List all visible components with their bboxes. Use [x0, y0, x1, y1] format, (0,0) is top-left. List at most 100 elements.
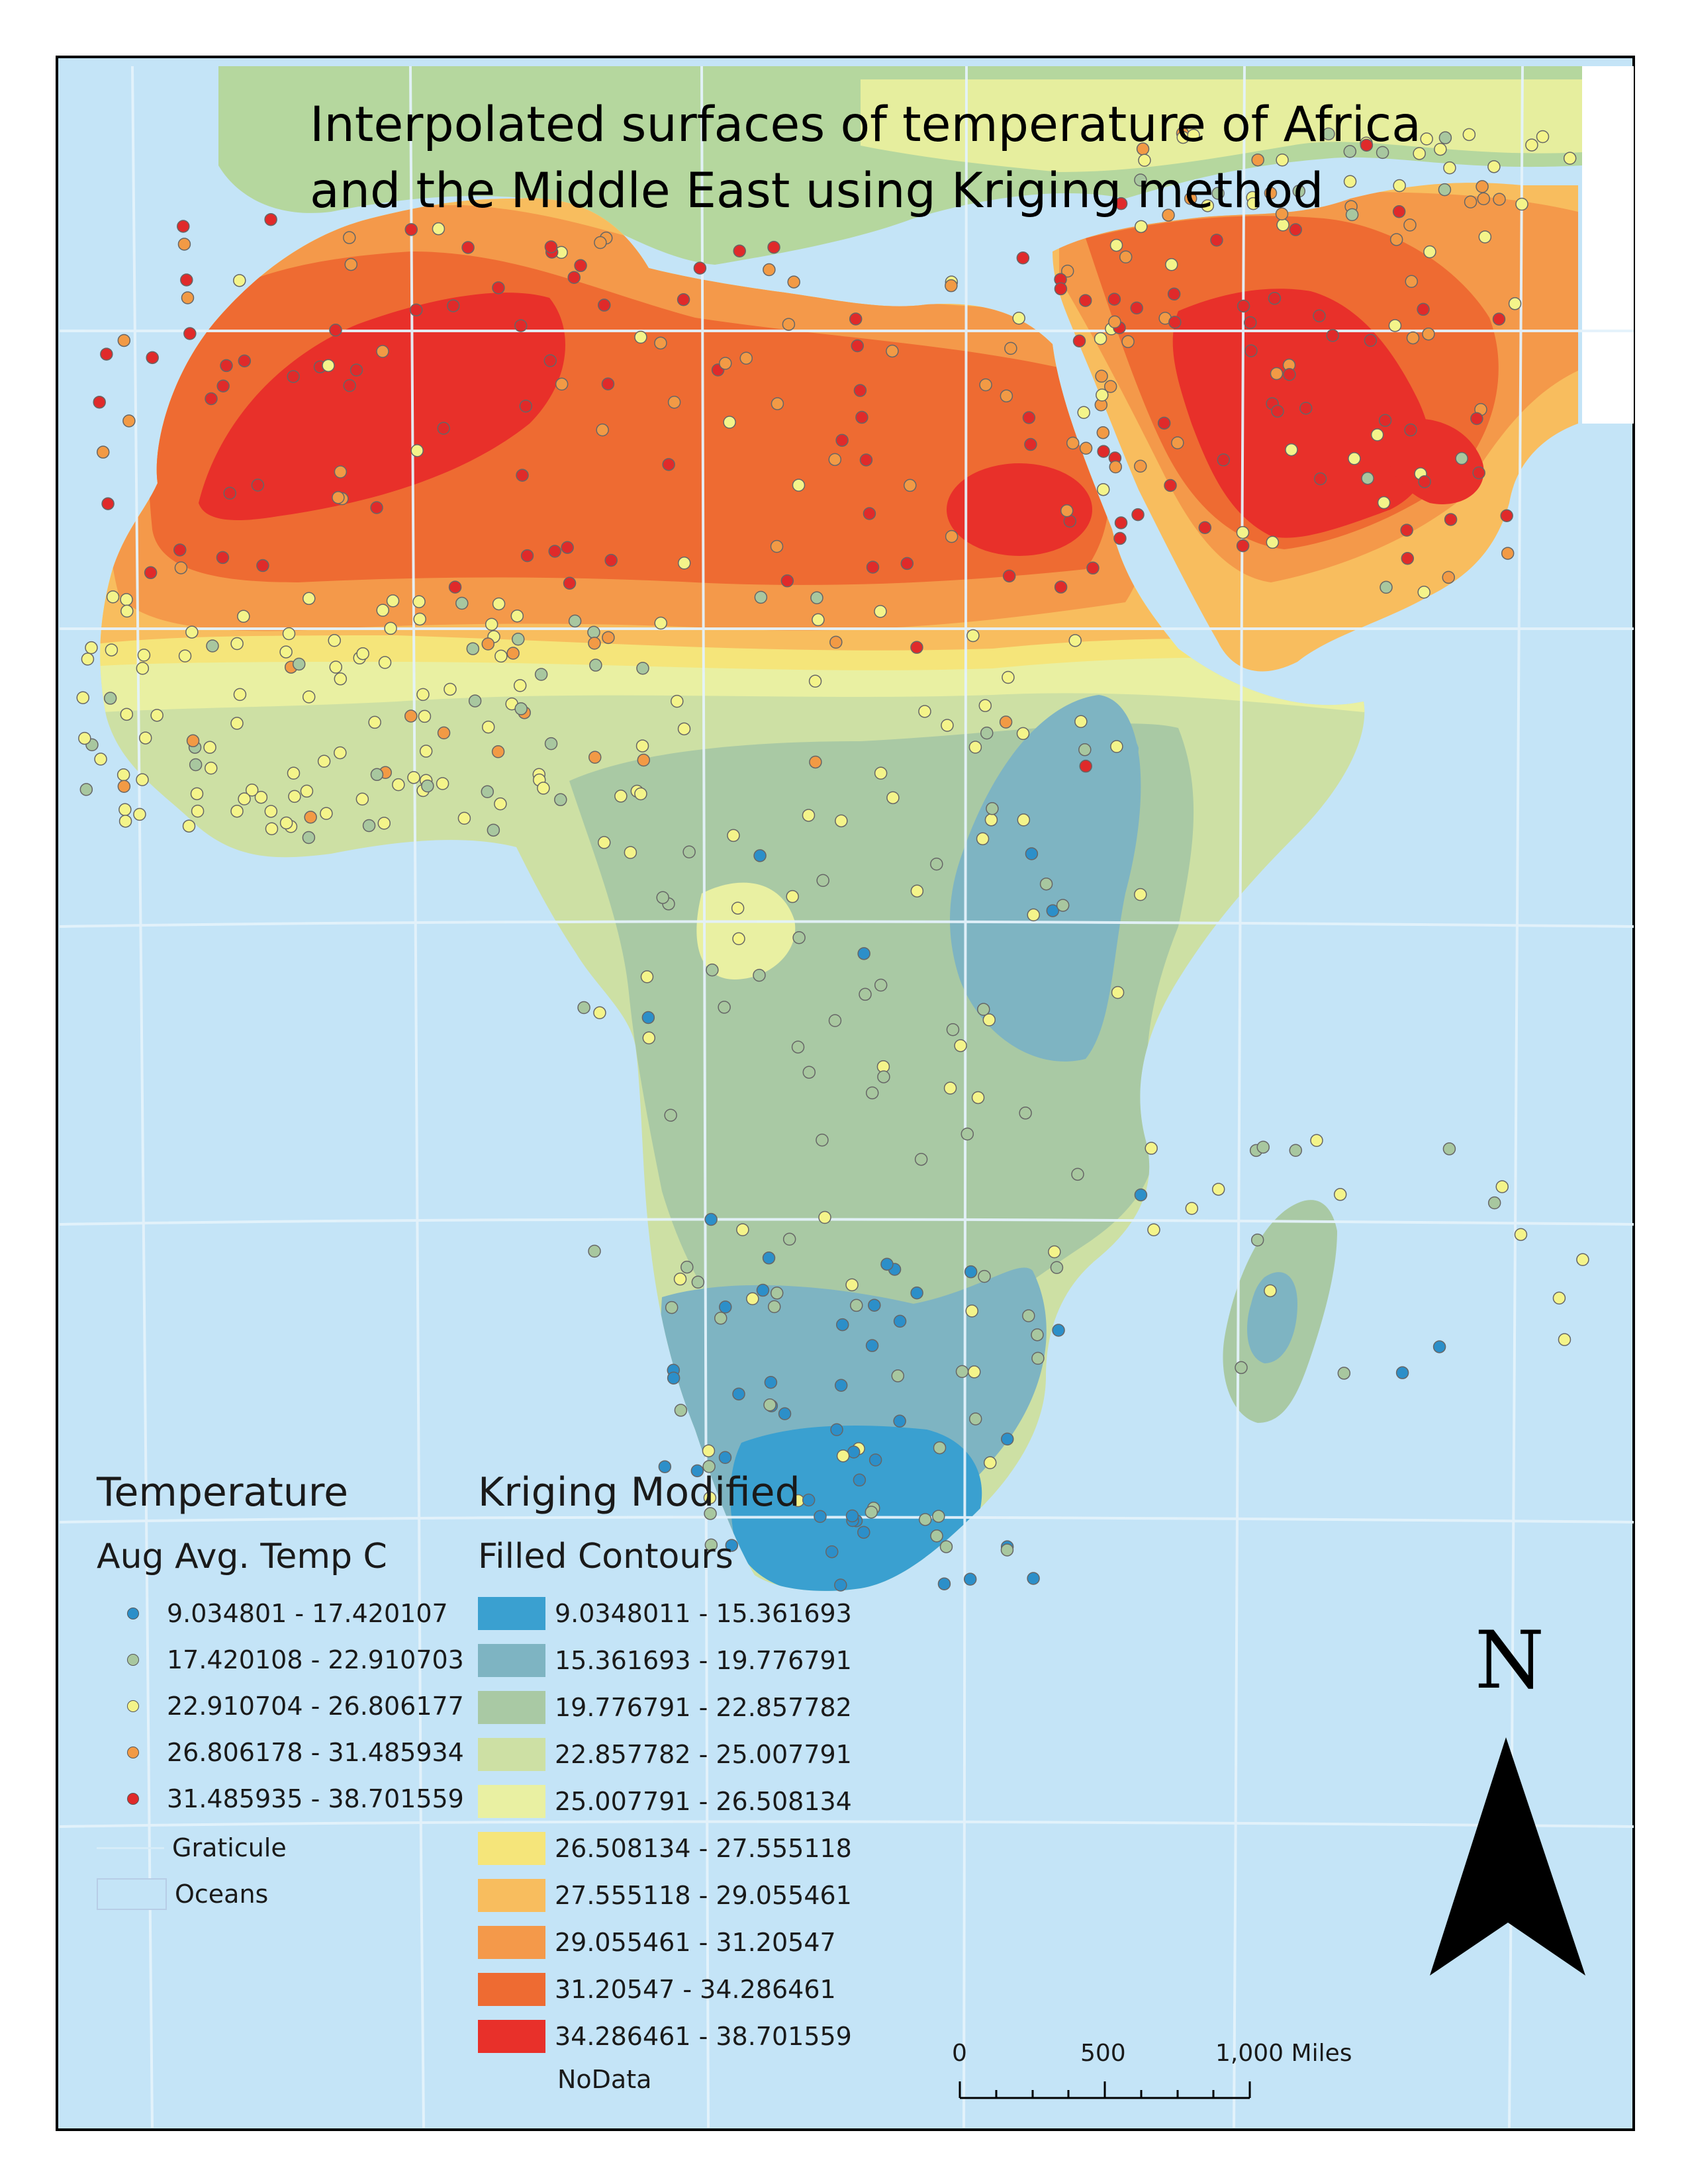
observation-point: [302, 592, 316, 606]
observation-point: [968, 741, 982, 754]
observation-point: [732, 1387, 745, 1401]
observation-point: [492, 597, 506, 611]
observation-point: [778, 1407, 792, 1420]
observation-point: [554, 793, 567, 807]
observation-point: [718, 1001, 731, 1014]
observation-point: [642, 1031, 656, 1045]
observation-point: [1027, 1572, 1040, 1585]
observation-point: [834, 1578, 847, 1592]
observation-point: [120, 707, 134, 721]
observation-point: [857, 947, 870, 960]
observation-point: [1109, 238, 1123, 252]
observation-point: [954, 1039, 967, 1052]
observation-point: [437, 422, 450, 435]
observation-point: [370, 768, 384, 782]
contour-class-swatch: [478, 1691, 545, 1724]
observation-point: [1406, 331, 1420, 345]
observation-point: [814, 1510, 827, 1524]
observation-point: [754, 590, 768, 604]
contour-legend-row: 22.857782 - 25.007791: [478, 1735, 852, 1774]
observation-point: [604, 553, 618, 567]
observation-point: [1348, 452, 1361, 465]
observation-point: [1455, 451, 1468, 465]
observation-point: [544, 240, 558, 253]
observation-point: [763, 1398, 776, 1412]
observation-point: [1187, 128, 1200, 142]
observation-point: [220, 359, 233, 373]
oceans-swatch: [97, 1878, 167, 1910]
observation-point: [1086, 561, 1100, 575]
observation-point: [362, 819, 376, 833]
observation-point: [1487, 160, 1501, 173]
observation-point: [866, 561, 880, 574]
observation-point: [767, 240, 780, 254]
observation-point: [739, 351, 753, 365]
legend-graticule-row: Graticule: [97, 1828, 287, 1868]
observation-point: [847, 1445, 861, 1459]
observation-point: [233, 688, 247, 702]
observation-point: [763, 263, 776, 277]
observation-point: [1508, 297, 1522, 310]
observation-point: [1442, 1142, 1456, 1156]
contour-legend-row: 26.508134 - 27.555118: [478, 1829, 852, 1868]
observation-point: [588, 1244, 601, 1258]
observation-point: [514, 319, 528, 332]
observation-point: [481, 720, 495, 734]
observation-point: [968, 1365, 981, 1379]
observation-point: [982, 1013, 996, 1026]
scale-label-0: 0: [952, 2040, 967, 2067]
contour-legend-row: 34.286461 - 38.701559: [478, 2017, 852, 2056]
observation-point: [329, 323, 342, 337]
observation-point: [1464, 195, 1477, 208]
observation-point: [133, 807, 146, 821]
contour-class-swatch: [478, 1832, 545, 1865]
observation-point: [418, 709, 432, 723]
observation-point: [334, 746, 347, 760]
observation-point: [764, 1376, 778, 1389]
observation-point: [1403, 218, 1417, 232]
observation-point: [230, 804, 244, 818]
contour-legend-row: 27.555118 - 29.055461: [478, 1876, 852, 1915]
observation-point: [514, 702, 528, 715]
observation-point: [516, 469, 529, 482]
observation-point: [468, 694, 482, 707]
observation-point: [1121, 335, 1135, 348]
observation-point: [1114, 516, 1128, 529]
observation-point: [334, 465, 348, 478]
observation-point: [186, 734, 200, 748]
observation-point: [287, 370, 300, 383]
observation-point: [1108, 315, 1121, 329]
point-class-label: 31.485935 - 38.701559: [167, 1784, 464, 1813]
observation-point: [770, 539, 784, 553]
observation-point: [635, 739, 649, 752]
observation-point: [853, 1473, 867, 1487]
points-legend-row: 26.806178 - 31.485934: [97, 1733, 464, 1772]
observation-point: [1066, 436, 1080, 450]
observation-point: [859, 987, 872, 1001]
observation-point: [1500, 509, 1513, 522]
observation-point: [1343, 145, 1357, 158]
observation-point: [1134, 1188, 1148, 1202]
observation-point: [136, 662, 150, 675]
observation-point: [1022, 411, 1036, 424]
observation-point: [753, 849, 767, 862]
observation-point: [279, 645, 293, 659]
contour-legend-row: 19.776791 - 22.857782: [478, 1688, 852, 1727]
observation-point: [810, 591, 823, 605]
point-class-symbol: [127, 1793, 139, 1805]
observation-point: [961, 1127, 974, 1141]
observation-point: [850, 1298, 863, 1312]
observation-point: [677, 293, 690, 306]
observation-point: [1131, 508, 1145, 522]
observation-point: [413, 612, 426, 626]
observation-point: [216, 551, 230, 565]
observation-point: [703, 1491, 717, 1505]
observation-point: [120, 604, 134, 618]
observation-point: [1313, 309, 1326, 322]
observation-point: [105, 643, 118, 657]
contour-class-label: 26.508134 - 27.555118: [555, 1834, 852, 1863]
observation-point: [1337, 1367, 1351, 1380]
observation-point: [1417, 302, 1430, 316]
observation-point: [492, 281, 505, 295]
